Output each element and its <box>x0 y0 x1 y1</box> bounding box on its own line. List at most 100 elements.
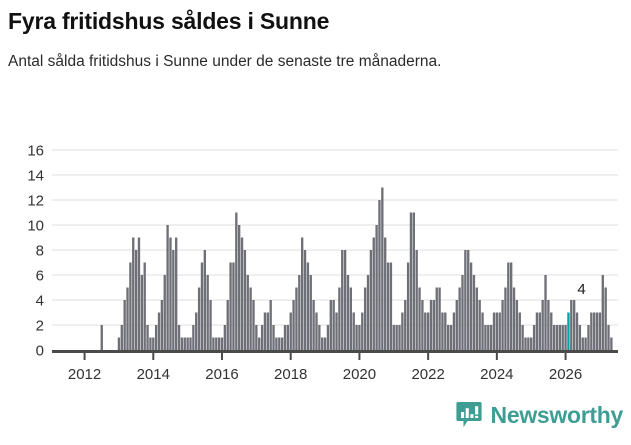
bar <box>355 325 358 350</box>
bar <box>581 337 584 350</box>
bar <box>352 312 355 350</box>
bar <box>209 300 212 350</box>
x-axis-tick-label: 2022 <box>411 366 444 383</box>
page-title: Fyra fritidshus såldes i Sunne <box>8 8 330 34</box>
x-axis-tick-label: 2014 <box>137 366 170 383</box>
chart-plot-area: 0 2 4 6 8 10 12 14 16 4 2012 2014 2016 2018 2020 2022 20… <box>0 139 631 389</box>
bar <box>295 287 298 350</box>
bar <box>487 325 490 350</box>
bar <box>163 275 166 350</box>
y-axis-tick-label: 10 <box>27 218 44 235</box>
bar <box>438 287 441 350</box>
bar <box>550 312 553 350</box>
bar <box>507 262 510 350</box>
bar <box>152 337 155 350</box>
bar <box>117 337 121 350</box>
bar <box>343 250 347 350</box>
bar <box>177 325 181 350</box>
bar <box>303 250 307 350</box>
bar <box>329 300 332 350</box>
bar <box>180 337 184 350</box>
bar <box>252 300 255 350</box>
bar <box>421 300 424 350</box>
bar <box>464 250 467 350</box>
bar <box>278 337 281 350</box>
bar <box>292 300 295 350</box>
bar <box>501 300 504 350</box>
bar <box>449 325 453 350</box>
x-axis-tick-label: 2026 <box>549 366 582 383</box>
newsworthy-logo[interactable]: Newsworthy <box>455 401 623 429</box>
bar <box>217 337 221 350</box>
bar <box>555 325 559 350</box>
bar <box>123 300 126 350</box>
bar <box>392 325 395 350</box>
bar <box>418 287 421 350</box>
bar <box>607 325 610 350</box>
bar <box>510 262 513 350</box>
bar <box>132 237 135 350</box>
y-axis-tick-label: 12 <box>27 193 44 210</box>
bar <box>206 275 209 350</box>
bar <box>538 312 541 350</box>
bar <box>258 337 261 350</box>
bar <box>558 325 562 350</box>
bar <box>240 237 244 350</box>
bar <box>435 287 438 350</box>
bar <box>255 325 258 350</box>
bar <box>323 337 327 350</box>
bar <box>404 300 407 350</box>
bar <box>398 325 401 350</box>
bar <box>341 250 344 350</box>
bar <box>146 325 149 350</box>
x-axis-tick-label: 2012 <box>68 366 101 383</box>
bar <box>140 275 144 350</box>
bar <box>512 287 516 350</box>
bar <box>226 300 229 350</box>
bar <box>197 287 201 350</box>
bar-chart-speech-bubble-icon <box>455 402 482 428</box>
bar <box>575 312 579 350</box>
bar <box>238 225 241 350</box>
bar <box>530 337 533 350</box>
bar <box>590 312 593 350</box>
bar <box>452 312 456 350</box>
bar <box>175 237 178 350</box>
bar <box>415 250 418 350</box>
bar <box>283 325 287 350</box>
bar <box>547 300 550 350</box>
bar <box>475 287 478 350</box>
bar <box>564 325 567 350</box>
bar <box>604 287 607 350</box>
bar <box>358 325 361 350</box>
bar <box>346 275 350 350</box>
bar <box>203 250 206 350</box>
bar <box>544 275 547 350</box>
bar <box>521 325 524 350</box>
bar <box>289 312 292 350</box>
bar <box>412 212 415 350</box>
bar <box>212 337 215 350</box>
bar <box>481 312 484 350</box>
bar <box>455 300 458 350</box>
bar <box>478 300 481 350</box>
bar <box>246 275 249 350</box>
bar <box>406 262 410 350</box>
x-axis-tick-label: 2018 <box>274 366 307 383</box>
bar <box>587 325 590 350</box>
bar <box>286 325 290 350</box>
bar <box>280 337 284 350</box>
bar <box>298 275 301 350</box>
bar <box>384 237 387 350</box>
bar <box>375 225 378 350</box>
bar <box>338 287 341 350</box>
bar <box>409 212 413 350</box>
bar <box>458 287 461 350</box>
bar <box>441 312 444 350</box>
bar <box>126 287 129 350</box>
bar <box>220 337 224 350</box>
bar <box>186 337 189 350</box>
bar <box>495 312 499 350</box>
bar <box>584 337 587 350</box>
bar <box>166 225 169 350</box>
